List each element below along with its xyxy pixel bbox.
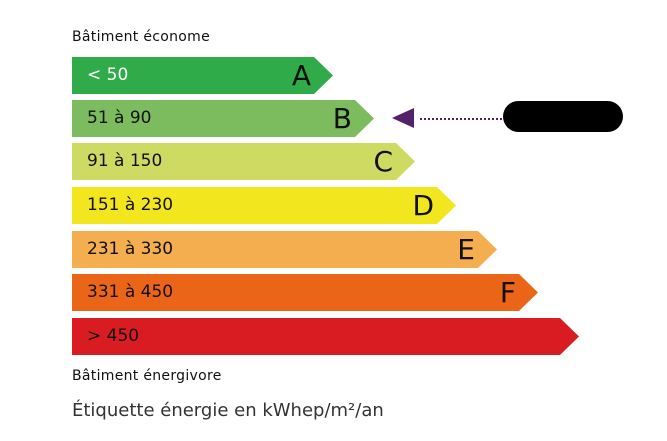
class-range: > 450 bbox=[87, 326, 140, 346]
class-range: 91 à 150 bbox=[87, 151, 163, 171]
top-label: Bâtiment économe bbox=[72, 29, 210, 45]
class-letter: A bbox=[291, 59, 311, 92]
current-class-arrow-icon bbox=[392, 108, 414, 128]
class-letter: F bbox=[499, 276, 516, 309]
energy-class-bar-b: 51 à 90 B bbox=[72, 100, 374, 137]
unit-caption: Étiquette énergie en kWhep/m²/an bbox=[72, 400, 384, 421]
class-letter: D bbox=[412, 189, 434, 222]
redacted-value bbox=[503, 101, 623, 132]
marker-dotted-line bbox=[420, 118, 502, 120]
energy-class-bar-g: > 450 bbox=[72, 318, 579, 355]
class-range: < 50 bbox=[87, 65, 129, 85]
energy-class-bar-f: 331 à 450 F bbox=[72, 274, 538, 311]
energy-class-bar-d: 151 à 230 D bbox=[72, 187, 456, 224]
class-range: 151 à 230 bbox=[87, 195, 174, 215]
class-range: 231 à 330 bbox=[87, 239, 174, 259]
class-range: 51 à 90 bbox=[87, 108, 152, 128]
energy-class-bar-c: 91 à 150 C bbox=[72, 143, 415, 180]
bottom-label: Bâtiment énergivore bbox=[72, 368, 222, 384]
class-letter: C bbox=[373, 145, 393, 178]
class-letter: E bbox=[457, 233, 475, 266]
energy-class-bar-e: 231 à 330 E bbox=[72, 231, 497, 268]
energy-class-bar-a: < 50 A bbox=[72, 57, 333, 94]
class-range: 331 à 450 bbox=[87, 282, 174, 302]
class-letter: B bbox=[332, 102, 352, 135]
